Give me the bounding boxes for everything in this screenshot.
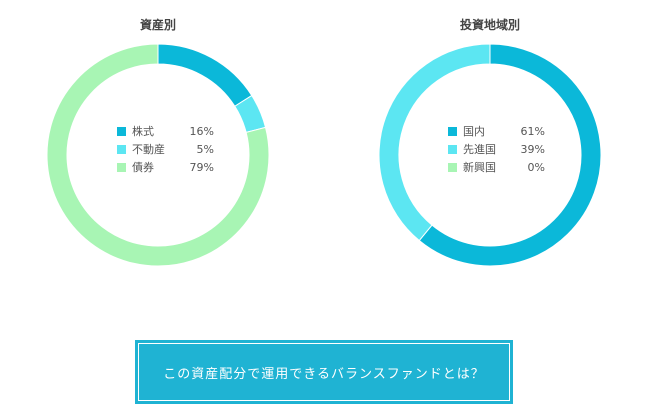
- legend-label: 国内: [463, 125, 485, 138]
- legend-swatch: [117, 162, 126, 172]
- legend-item: 株式 16%: [117, 122, 214, 140]
- legend-value: 61%: [520, 124, 545, 138]
- legend-swatch: [448, 126, 457, 136]
- legend-label: 不動産: [132, 143, 165, 156]
- legend-item: 新興国 0%: [448, 158, 545, 176]
- legend-item: 債券 79%: [117, 158, 214, 176]
- legend-value: 39%: [520, 142, 545, 156]
- chart-legend: 国内 61% 先進国 39% 新興国 0%: [448, 122, 545, 176]
- legend-item: 国内 61%: [448, 122, 545, 140]
- legend-label: 新興国: [463, 161, 496, 174]
- donut-slice: [378, 43, 491, 242]
- legend-value: 79%: [189, 160, 214, 174]
- chart-legend: 株式 16% 不動産 5% 債券 79%: [117, 122, 214, 176]
- legend-swatch: [448, 144, 457, 154]
- chart-title: 資産別: [139, 18, 176, 32]
- legend-label: 株式: [132, 125, 154, 138]
- donut-slice: [157, 43, 253, 107]
- legend-item: 不動産 5%: [117, 140, 214, 158]
- legend-swatch: [117, 126, 126, 136]
- donut-slice: [418, 43, 602, 267]
- legend-item: 先進国 39%: [448, 140, 545, 158]
- legend-value: 5%: [196, 142, 214, 156]
- donut-slice: [46, 43, 270, 267]
- legend-value: 16%: [189, 124, 214, 138]
- donut-chart: [46, 43, 270, 267]
- legend-label: 先進国: [463, 143, 496, 156]
- legend-swatch: [117, 144, 126, 154]
- chart-title: 投資地域別: [459, 18, 520, 32]
- asset-chart: 資産別 株式 16% 不動産 5% 債券 79%: [38, 0, 278, 280]
- donut-chart: [378, 43, 602, 267]
- balance-fund-button[interactable]: この資産配分で運用できるバランスファンドとは？: [135, 340, 513, 404]
- region-chart: 投資地域別 国内 61% 先進国 39% 新興国 0%: [370, 0, 610, 280]
- legend-value: 0%: [527, 160, 545, 174]
- cta-label: この資産配分で運用できるバランスファンドとは？: [138, 343, 510, 401]
- legend-label: 債券: [132, 161, 154, 174]
- legend-swatch: [448, 162, 457, 172]
